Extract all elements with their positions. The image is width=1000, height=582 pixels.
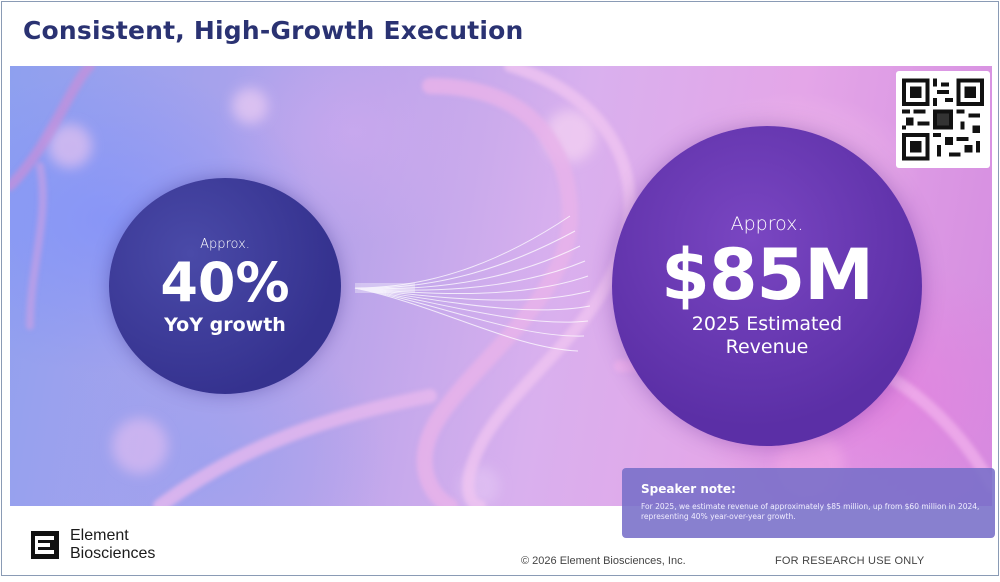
revenue-label-line1: 2025 Estimated (691, 313, 843, 335)
revenue-value: $85M (661, 234, 874, 316)
growth-approx-label: Approx. (200, 236, 250, 252)
brand-line1: Element (70, 527, 129, 544)
growth-circle: Approx. 40% YoY growth (109, 178, 341, 394)
revenue-circle: Approx. $85M 2025 Estimated Revenue (612, 126, 922, 446)
research-use-notice: FOR RESEARCH USE ONLY (775, 555, 925, 567)
copyright-text: © 2026 Element Biosciences, Inc. (521, 555, 686, 567)
revenue-label-line2: Revenue (725, 336, 809, 358)
slide-title: Consistent, High-Growth Execution (23, 16, 524, 45)
element-logo-icon (31, 531, 59, 559)
growth-label: YoY growth (164, 313, 286, 336)
brand-name: Element Biosciences (70, 527, 155, 563)
brand-line2: Biosciences (70, 545, 156, 562)
speaker-note: Speaker note: For 2025, we estimate reve… (622, 468, 995, 538)
revenue-approx-label: Approx. (730, 213, 804, 235)
qr-code-icon[interactable] (896, 71, 990, 168)
speaker-note-title: Speaker note: (641, 482, 736, 496)
dna-helix-image (10, 66, 992, 506)
hero-image: Approx. 40% YoY growth Approx. $85M 2025… (10, 66, 992, 506)
growth-value: 40% (160, 250, 290, 314)
speaker-note-body: For 2025, we estimate revenue of approxi… (641, 502, 980, 521)
